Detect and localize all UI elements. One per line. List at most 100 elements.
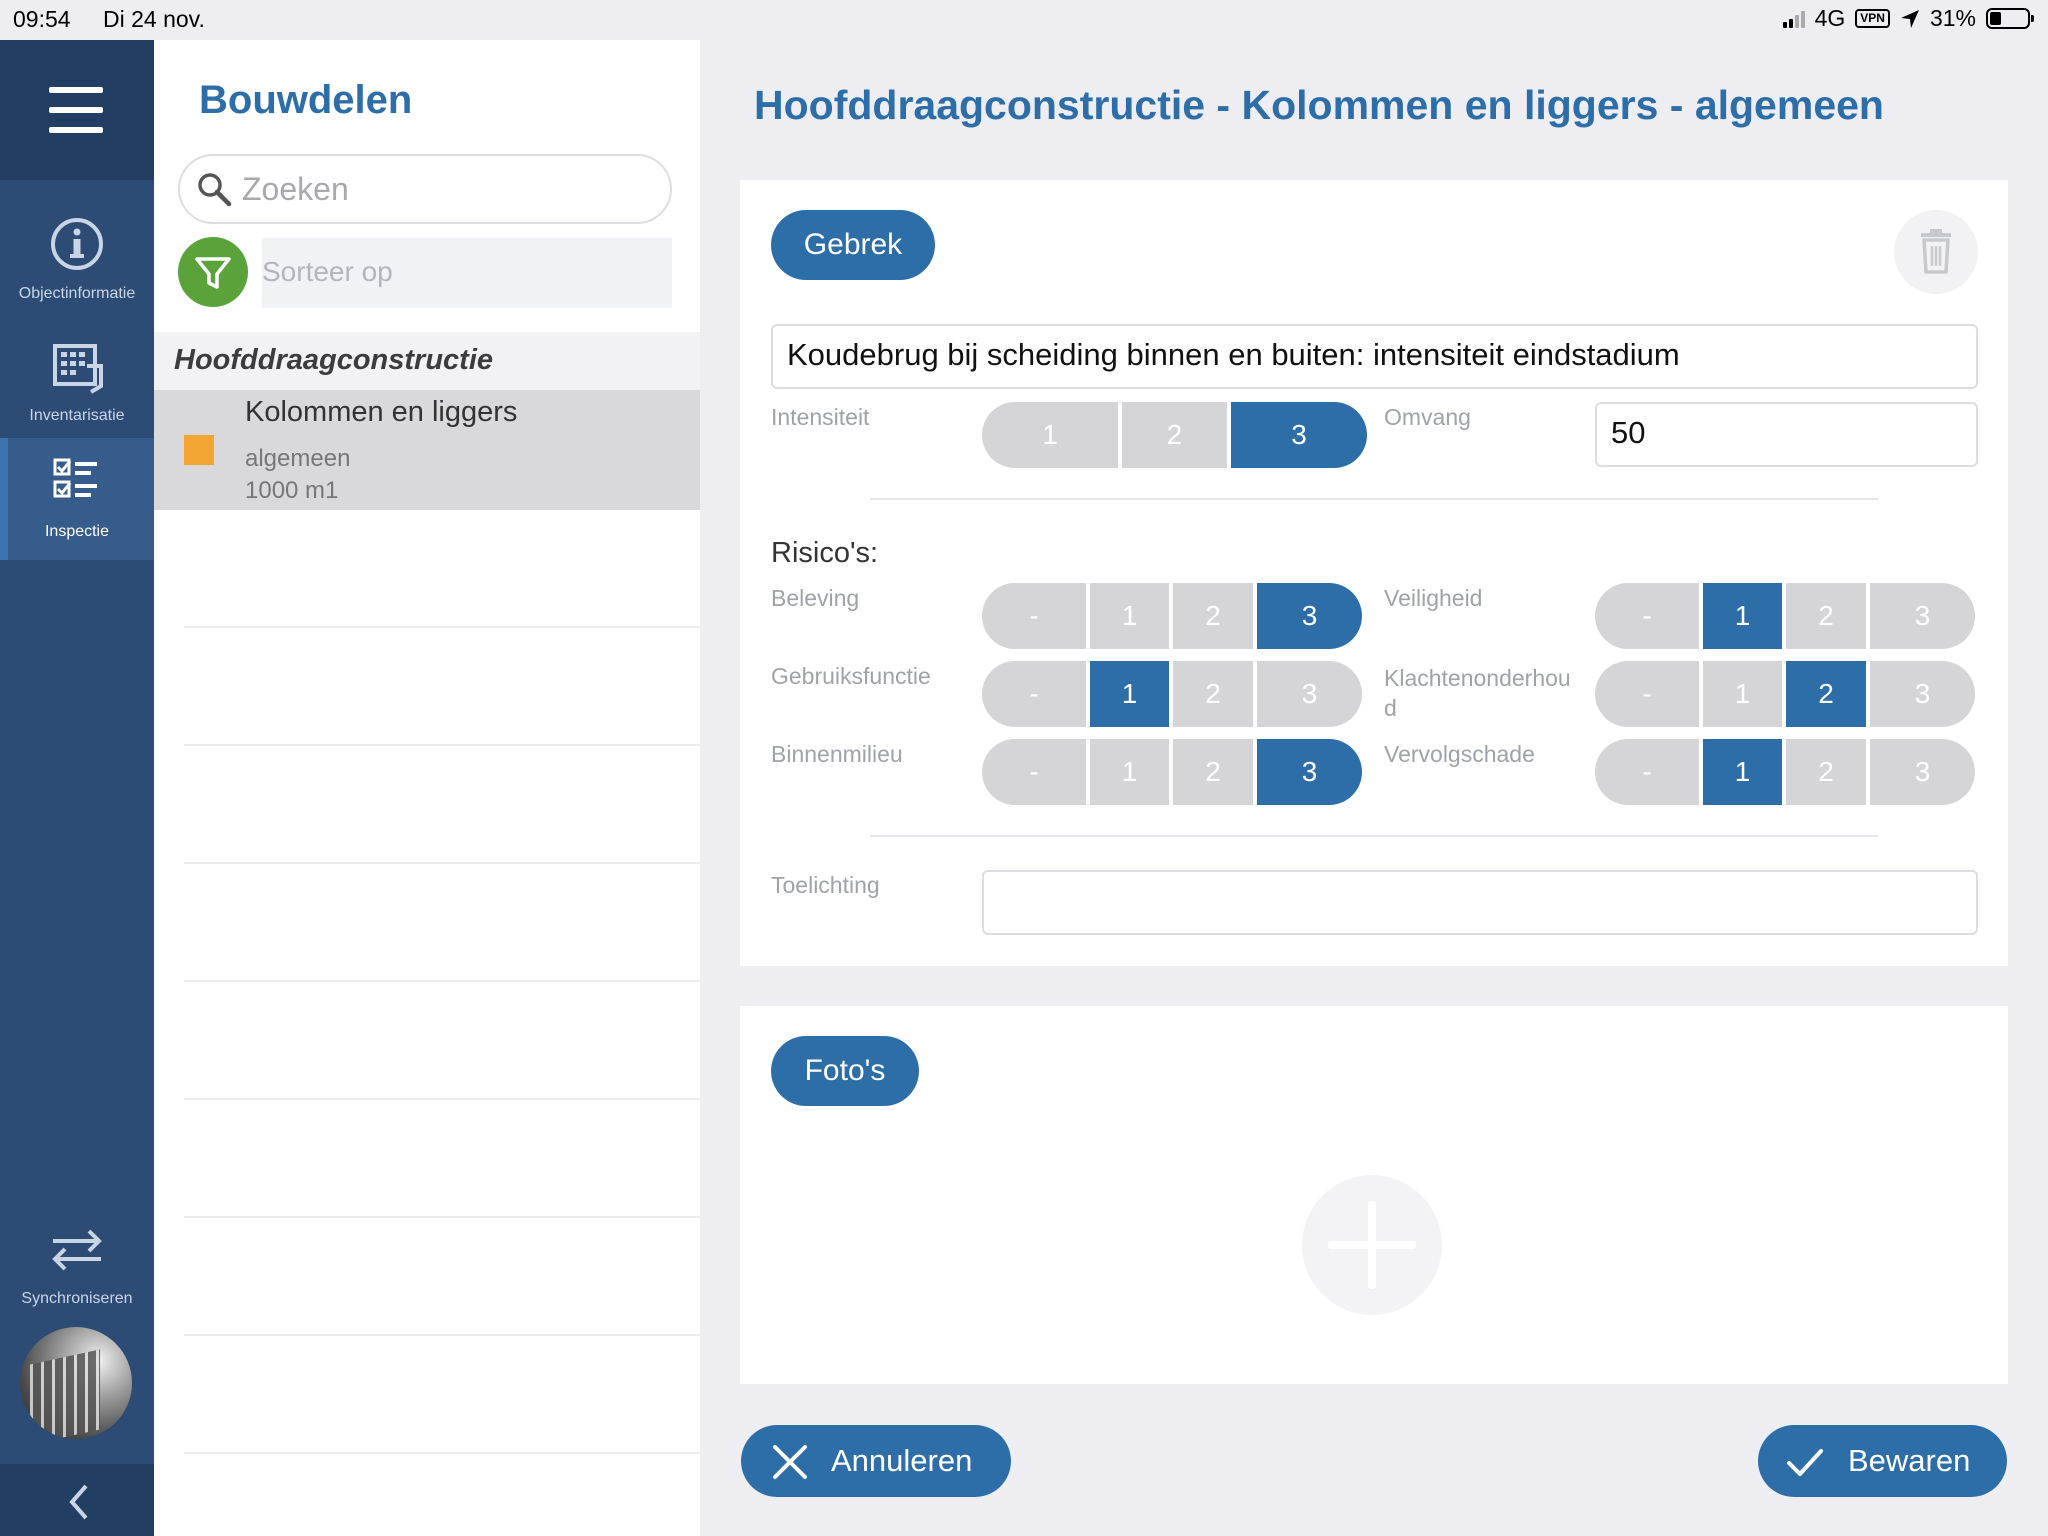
risk-label-vervolgschade: Vervolgschade (1384, 741, 1535, 767)
cancel-label: Annuleren (831, 1443, 973, 1478)
risk-option[interactable]: 2 (1786, 661, 1866, 727)
network-type: 4G (1814, 5, 1846, 31)
checkmark-icon (1787, 1449, 1823, 1476)
remark-label: Toelichting (771, 872, 880, 898)
risk-option[interactable]: - (982, 661, 1086, 727)
cancel-button[interactable]: Annuleren (741, 1425, 1011, 1497)
intensity-label: Intensiteit (771, 404, 870, 430)
risk-option[interactable]: 3 (1257, 739, 1362, 805)
risk-option[interactable]: 3 (1870, 661, 1975, 727)
status-color-swatch (184, 435, 214, 465)
risk-option[interactable]: - (982, 583, 1086, 649)
status-bar: 09:54 Di 24 nov. 4G VPN 31% (0, 0, 2048, 40)
extent-value: 50 (1611, 415, 1646, 450)
section-divider (870, 835, 1878, 837)
risk-option[interactable]: 1 (1703, 661, 1782, 727)
defect-description-field[interactable]: Koudebrug bij scheiding binnen en buiten… (771, 324, 1978, 389)
battery-icon (1986, 8, 2034, 29)
battery-percent: 31% (1929, 5, 1976, 31)
row-divider (184, 1216, 700, 1218)
status-date: Di 24 nov. (103, 6, 205, 32)
risk-option[interactable]: 2 (1786, 583, 1866, 649)
list-item[interactable]: Kolommen en liggers algemeen 1000 m1 (154, 390, 700, 510)
risk-label-klachtenonderhoud: Klachtenonderhou d (1384, 665, 1571, 721)
filter-button[interactable] (178, 237, 248, 307)
row-divider (184, 744, 700, 746)
extent-label: Omvang (1384, 404, 1471, 430)
location-arrow-icon (1900, 9, 1919, 28)
side-navigation: Objectinformatie Inventarisatie Inspecti… (0, 40, 154, 1536)
delete-button[interactable] (1894, 210, 1978, 294)
row-divider (184, 626, 700, 628)
vpn-badge: VPN (1855, 9, 1890, 28)
nav-item-label: Inventarisatie (29, 407, 125, 424)
risks-heading: Risico's: (771, 537, 879, 569)
intensity-option[interactable]: 1 (982, 402, 1118, 468)
panel-title: Bouwdelen (199, 78, 413, 122)
defect-button[interactable]: Gebrek (771, 210, 935, 280)
risk-option[interactable]: 1 (1703, 583, 1782, 649)
risk-label-binnenmilieu: Binnenmilieu (771, 741, 903, 767)
intensity-option[interactable]: 3 (1231, 402, 1367, 468)
menu-button[interactable] (0, 40, 154, 180)
chevron-left-icon (69, 1484, 88, 1520)
search-box (178, 154, 672, 224)
row-divider (184, 1334, 700, 1336)
save-button[interactable]: Bewaren (1758, 1425, 2007, 1497)
list-item-subtitle: algemeen (245, 445, 351, 472)
defect-card (740, 180, 2008, 966)
risk-option[interactable]: - (1595, 661, 1699, 727)
risk-label-gebruiksfunctie: Gebruiksfunctie (771, 663, 931, 689)
risk-option[interactable]: 2 (1173, 661, 1253, 727)
risk-option[interactable]: 2 (1173, 739, 1253, 805)
row-divider (184, 1098, 700, 1100)
battery-fill (1990, 12, 2001, 25)
risk-option[interactable]: - (1595, 583, 1699, 649)
nav-item-inventarisatie[interactable]: Inventarisatie (0, 322, 154, 442)
risk-option[interactable]: 3 (1870, 739, 1975, 805)
risk-option[interactable]: 1 (1703, 739, 1782, 805)
save-label: Bewaren (1848, 1443, 1971, 1478)
nav-item-objectinformatie[interactable]: Objectinformatie (0, 200, 154, 320)
sync-label: Synchroniseren (21, 1290, 133, 1307)
risk-option[interactable]: 1 (1090, 661, 1169, 727)
add-photo-button[interactable] (1302, 1175, 1442, 1315)
status-time: 09:54 (13, 6, 71, 32)
search-input[interactable] (242, 164, 642, 214)
checklist-icon (53, 458, 97, 498)
risk-option[interactable]: 3 (1257, 661, 1362, 727)
search-icon (198, 173, 232, 207)
risk-option[interactable]: 3 (1257, 583, 1362, 649)
risk-option[interactable]: - (1595, 739, 1699, 805)
nav-item-inspectie[interactable]: Inspectie (0, 438, 154, 560)
list-item-quantity: 1000 m1 (245, 477, 339, 504)
sort-select[interactable]: Sorteer op (262, 238, 672, 308)
collapse-sidebar-button[interactable] (0, 1464, 154, 1536)
risk-option[interactable]: - (982, 739, 1086, 805)
sort-placeholder: Sorteer op (262, 256, 393, 287)
component-list-panel: Bouwdelen Sorteer op Hoofddraagconstruct… (154, 40, 700, 1536)
defect-description-value: Koudebrug bij scheiding binnen en buiten… (787, 337, 1680, 372)
remark-field[interactable] (982, 870, 1978, 935)
risk-option[interactable]: 1 (1090, 583, 1169, 649)
row-divider (184, 862, 700, 864)
intensity-option[interactable]: 2 (1122, 402, 1227, 468)
nav-item-label: Objectinformatie (18, 285, 136, 302)
risk-label-veiligheid: Veiligheid (1384, 585, 1483, 611)
sync-button[interactable]: Synchroniseren (0, 1205, 154, 1325)
page-title: Hoofddraagconstructie - Kolommen en ligg… (754, 82, 1884, 128)
risk-option[interactable]: 2 (1786, 739, 1866, 805)
risk-option[interactable]: 3 (1870, 583, 1975, 649)
risk-option[interactable]: 1 (1090, 739, 1169, 805)
risk-option[interactable]: 2 (1173, 583, 1253, 649)
trash-icon (1921, 229, 1951, 274)
photos-button[interactable]: Foto's (771, 1036, 919, 1106)
sync-arrows-icon (52, 1229, 102, 1271)
extent-field[interactable]: 50 (1595, 402, 1978, 467)
avatar[interactable] (20, 1327, 132, 1439)
info-icon (51, 218, 103, 270)
